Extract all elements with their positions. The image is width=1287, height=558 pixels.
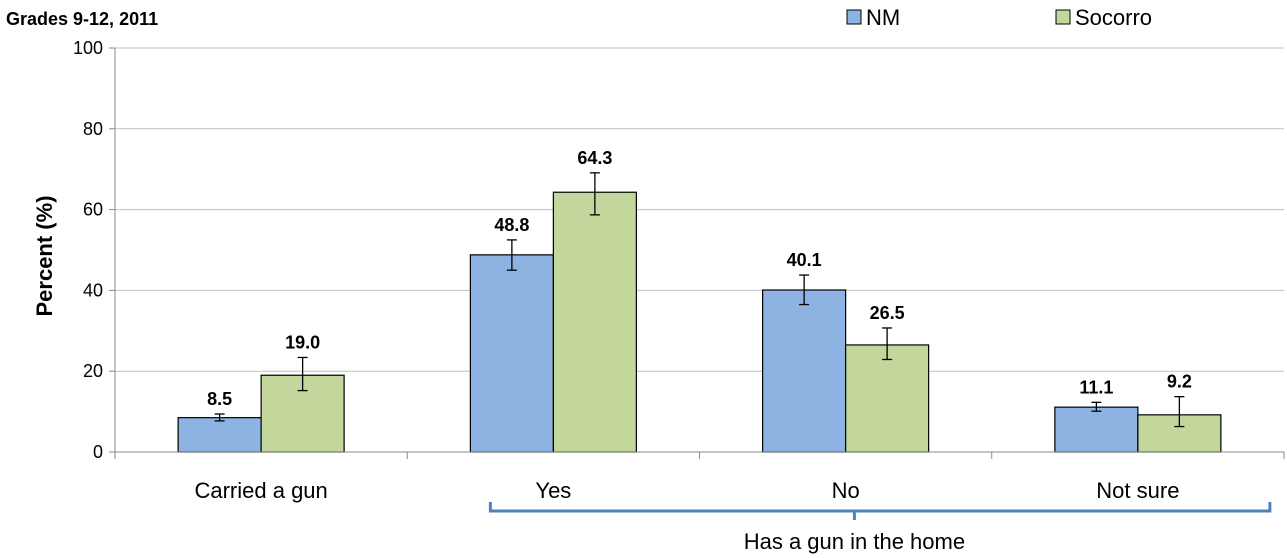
y-axis-label: Percent (%) xyxy=(32,195,57,316)
data-label: 40.1 xyxy=(787,250,822,270)
bars: 8.5 19.0 48.8 64.3 40.1 26.5 11.1 9.2 xyxy=(177,148,1222,453)
x-tick-label: Not sure xyxy=(1096,478,1179,503)
x-axis-labels: Carried a gun Yes No Not sure xyxy=(194,478,1179,503)
x-tick-label: Yes xyxy=(535,478,571,503)
chart-subtitle: Grades 9-12, 2011 xyxy=(6,9,158,29)
legend-label: NM xyxy=(866,5,900,30)
group-label: Has a gun in the home xyxy=(744,529,965,554)
bar xyxy=(469,254,554,453)
data-label: 19.0 xyxy=(285,332,320,352)
y-tick-label: 60 xyxy=(83,200,103,220)
y-tick-label: 0 xyxy=(93,442,103,462)
bracket-line xyxy=(488,502,1272,520)
data-label: 64.3 xyxy=(577,148,612,168)
data-label: 26.5 xyxy=(870,303,905,323)
data-label: 8.5 xyxy=(207,389,232,409)
y-tick-label: 20 xyxy=(83,361,103,381)
legend: NM Socorro xyxy=(846,5,1152,30)
y-tick-label: 80 xyxy=(83,119,103,139)
bar xyxy=(177,417,262,453)
gridlines xyxy=(115,47,1284,372)
data-label: 48.8 xyxy=(494,215,529,235)
axes xyxy=(114,48,1285,459)
x-tick-label: Carried a gun xyxy=(194,478,327,503)
bar xyxy=(552,191,637,453)
bar xyxy=(1054,406,1139,453)
x-tick-label: No xyxy=(832,478,860,503)
bar xyxy=(762,289,847,453)
bar xyxy=(845,344,930,453)
y-tick-label: 40 xyxy=(83,280,103,300)
legend-swatch xyxy=(846,9,862,25)
data-label: 11.1 xyxy=(1079,377,1113,397)
data-label: 9.2 xyxy=(1167,372,1192,392)
y-axis-ticks: 0 20 40 60 80 100 xyxy=(73,38,115,462)
legend-label: Socorro xyxy=(1075,5,1152,30)
y-tick-label: 100 xyxy=(73,38,103,58)
category-group-bracket: Has a gun in the home xyxy=(488,502,1272,554)
legend-swatch xyxy=(1055,9,1071,25)
